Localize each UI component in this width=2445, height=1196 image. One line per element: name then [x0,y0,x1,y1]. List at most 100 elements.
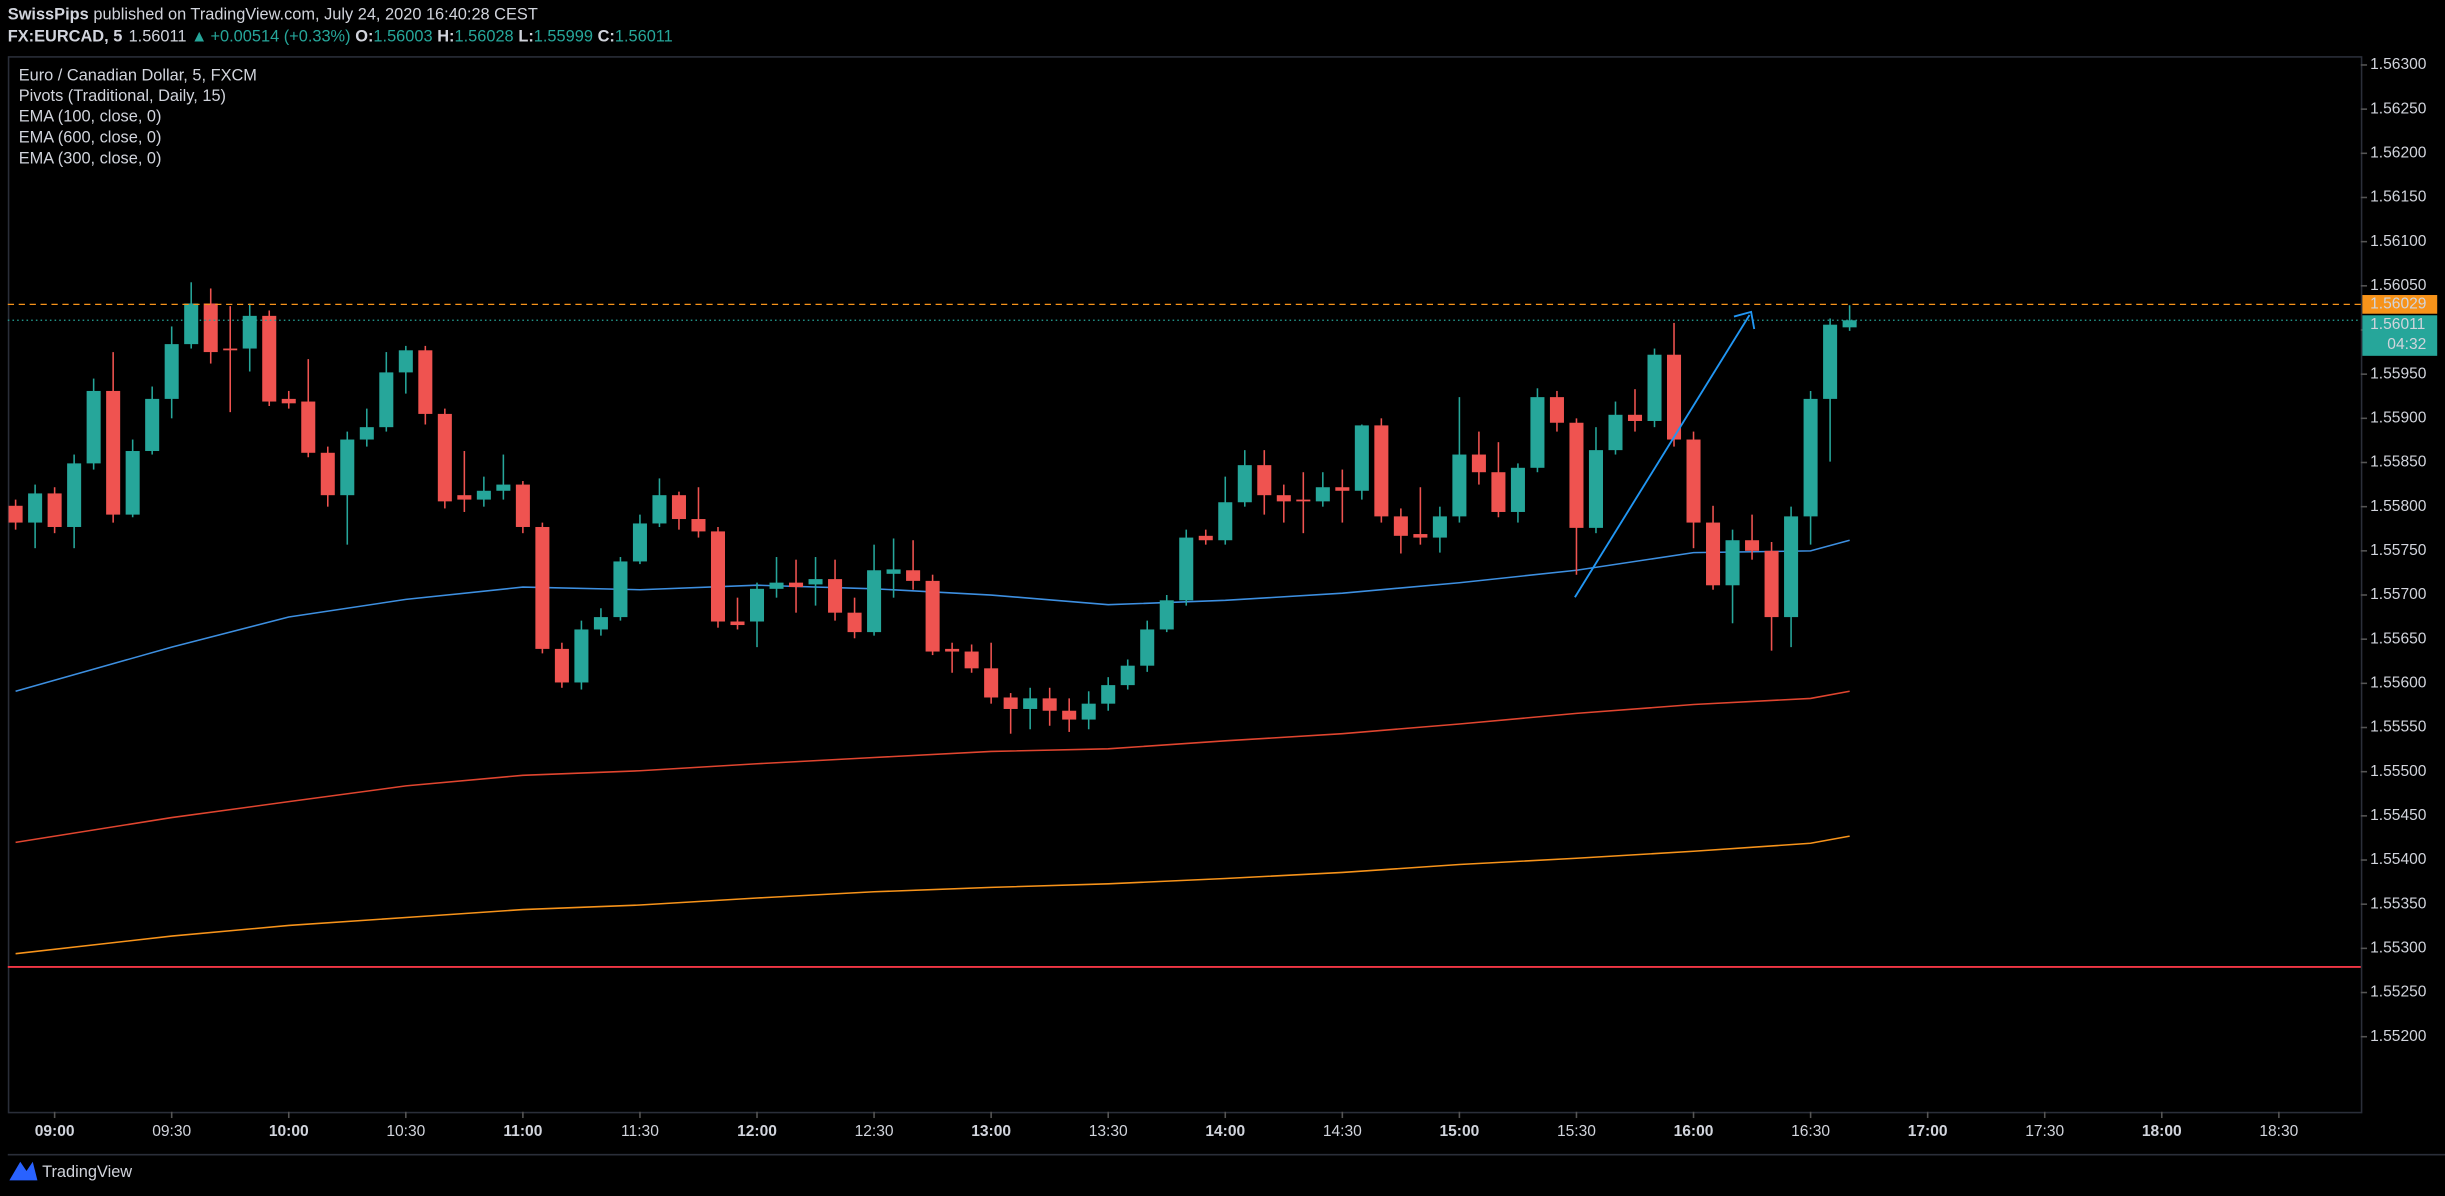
ema-line [15,690,1850,844]
candle-body [554,648,569,683]
candle-body [184,303,199,345]
header-line-2: FX:EURCAD, 5 1.56011 ▲ +0.00514 (+0.33%) O:1… [8,28,673,46]
y-tick-label: 1.55450 [2370,807,2427,824]
legend-entry: EMA (100, close, 0) [19,107,162,125]
candle-body [262,315,277,402]
legend-entry: EMA (300, close, 0) [19,149,162,167]
ohlc-label: C: [598,28,615,46]
x-tick-label: 18:30 [2259,1123,2298,1140]
candle-body [1335,487,1350,491]
candle-body [1198,535,1213,541]
axes: 1.56300 1.56250 1.56200 1.56150 1.56100 1.560… [35,56,2438,1140]
y-tick-label: 1.55600 [2370,674,2427,691]
y-tick-label: 1.55900 [2370,409,2427,426]
candle-body [28,493,43,523]
candle-body [867,570,882,633]
published: published on TradingView.com, July 24, 2… [93,6,537,24]
candle-body [945,648,960,652]
ohlc-label: L: [518,28,533,46]
candle-body [749,588,765,622]
candle-body [1530,397,1545,468]
up-icon: ▲ [191,28,207,46]
x-tick-label: 17:00 [1908,1123,1948,1140]
x-tick-label: 10:30 [386,1123,425,1140]
candle-body [1549,397,1564,423]
y-tick-label: 1.55250 [2370,984,2427,1001]
candle-body [1706,522,1721,586]
candle-body [1432,516,1447,538]
price-label: 1.56029 [2370,295,2426,312]
candle-body [1784,516,1799,618]
candle-body [1569,422,1584,528]
price-label-box [2362,315,2438,356]
y-tick-label: 1.55650 [2370,630,2427,647]
candle-body [1471,454,1486,473]
plot [7,282,2361,968]
candle-body [359,427,374,440]
logo [9,1161,38,1181]
y-tick-label: 1.55300 [2370,939,2427,956]
candle-body [242,315,257,349]
candle-body [1374,425,1389,517]
candle-body [1042,698,1057,711]
candle-body [320,452,335,496]
x-tick-label: 18:00 [2142,1123,2182,1140]
candle-body [671,495,686,520]
legend-title: Euro / Canadian Dollar, 5, FXCM [19,67,257,85]
candle-body [1764,550,1779,618]
price-label-box [2362,295,2438,314]
candle-body [8,505,23,523]
candle-body [67,463,82,527]
candle-body [1725,540,1740,586]
ohlc-value: 1.56028 [455,28,514,46]
x-tick-label: 13:00 [971,1123,1011,1140]
candle-body [1140,629,1155,666]
candle-body [906,570,921,581]
candle-body [1179,537,1194,601]
publisher: SwissPips [8,6,89,24]
candle-body [1413,534,1428,538]
y-tick-label: 1.55700 [2370,586,2427,603]
candle-body [1393,516,1408,536]
candle-body [632,523,647,562]
candle-body [1491,472,1506,512]
candle-body [1120,665,1135,686]
x-tick-label: 15:30 [1557,1123,1596,1140]
candle-body [106,390,121,515]
y-tick-label: 1.55850 [2370,454,2427,471]
candle-body [86,390,101,464]
legend-entry: EMA (600, close, 0) [19,128,162,146]
candle-body [1608,414,1623,451]
x-tick-label: 11:30 [621,1123,659,1140]
candle-body [340,439,355,496]
ohlc-label: O: [355,28,373,46]
y-tick-label: 1.56300 [2370,56,2427,73]
candle-body [437,413,452,502]
candle-body [301,401,316,453]
arrow-line [1574,314,1751,598]
x-tick-label: 14:00 [1205,1123,1245,1140]
candle-body [769,582,784,589]
x-tick-label: 15:00 [1439,1123,1479,1140]
plot-frame [7,56,2363,1114]
candle-body [710,531,726,622]
candle-body [886,569,901,574]
candle-body [574,629,589,683]
x-tick-label: 16:00 [1674,1123,1714,1140]
candle-body [398,350,413,373]
candle-body [223,348,238,351]
candle-body [203,303,218,353]
candle-body [1237,465,1252,503]
candle-body [1315,487,1330,502]
y-tick-label: 1.56250 [2370,100,2427,117]
candle-body [1257,465,1272,496]
candle-body [281,398,296,404]
candle-body [593,617,608,630]
ohlc-value: 1.56003 [373,28,432,46]
candle-body [925,580,940,652]
y-tick-label: 1.55950 [2370,365,2427,382]
x-tick-label: 09:30 [152,1123,191,1140]
candle-body [379,372,394,428]
candle-body [457,495,472,500]
